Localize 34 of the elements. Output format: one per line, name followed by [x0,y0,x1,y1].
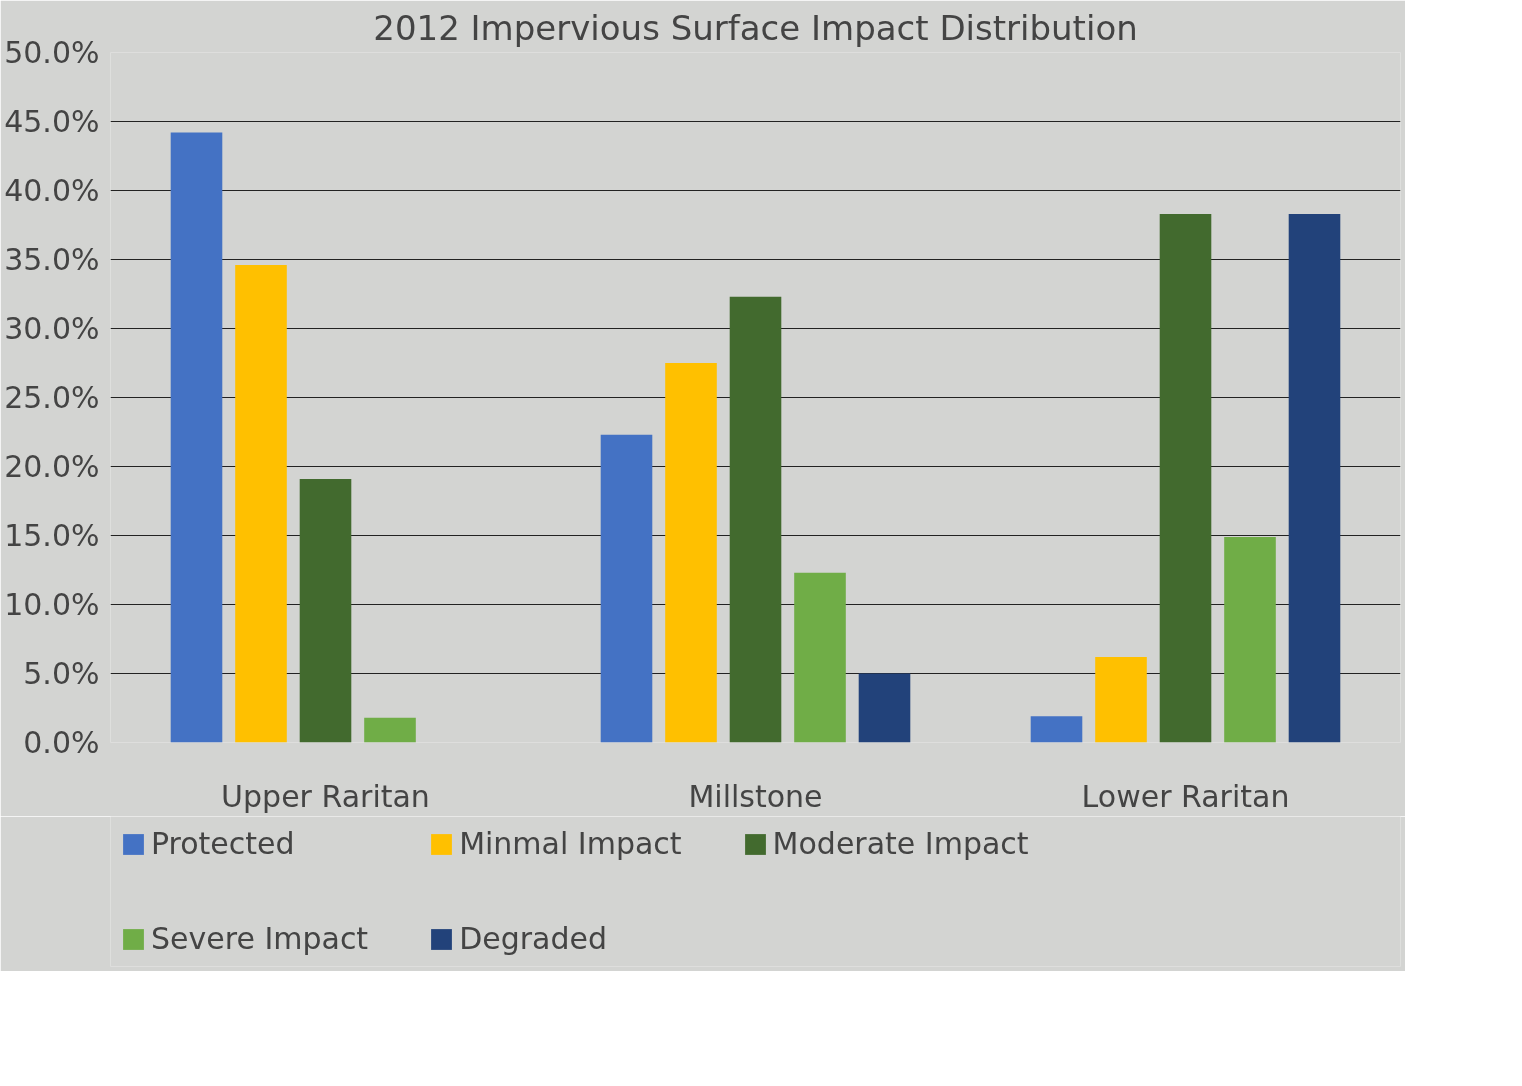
legend-label: Severe Impact [151,921,369,956]
y-tick-label: 50.0% [4,35,100,70]
y-tick-label: 35.0% [4,242,100,277]
bar [170,132,223,743]
x-tick-label: Lower Raritan [1081,778,1290,814]
bar [1288,213,1341,743]
y-tick-label: 25.0% [4,380,100,415]
bar [600,434,653,743]
x-tick-label: Millstone [688,778,823,814]
y-tick-label: 15.0% [4,518,100,553]
chart-title: 2012 Impervious Surface Impact Distribution [373,7,1138,48]
bar [1224,536,1276,743]
legend-label: Minmal Impact [459,826,682,861]
bar [665,363,717,743]
y-tick-label: 5.0% [23,656,100,691]
legend-label: Moderate Impact [772,826,1029,861]
bar [299,478,352,743]
bar [794,572,846,743]
y-tick-label: 0.0% [23,725,100,760]
bar [1095,656,1147,743]
x-tick-label: Upper Raritan [221,778,430,814]
bar [1030,716,1083,743]
bar [1159,213,1212,743]
y-tick-label: 10.0% [4,587,100,622]
y-tick-label: 45.0% [4,104,100,139]
bar [858,673,911,743]
bar [364,717,416,743]
legend-label: Degraded [459,921,608,956]
bar [235,265,287,743]
y-tick-label: 30.0% [4,311,100,346]
bar [729,296,782,743]
legend-label: Protected [151,826,295,861]
y-tick-label: 20.0% [4,449,100,484]
y-tick-label: 40.0% [4,173,100,208]
